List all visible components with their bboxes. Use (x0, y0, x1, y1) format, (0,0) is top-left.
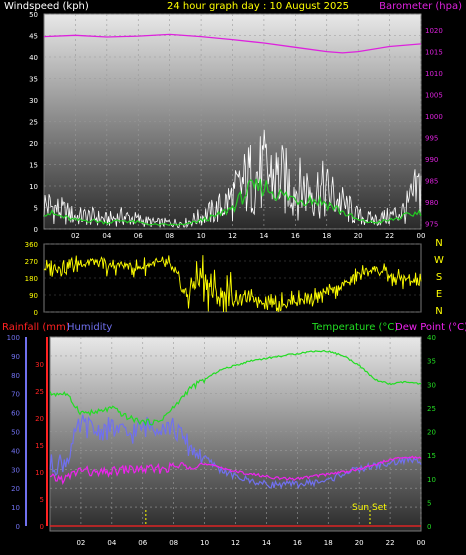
graph-title: 24 hour graph day : 10 August 2025 (167, 1, 349, 12)
wind-y-tick: 5 (34, 205, 38, 213)
temperature-y-tick: 40 (427, 334, 436, 342)
barometer-y-tick: 975 (425, 221, 438, 229)
wind-x-tick: 00 (417, 232, 426, 240)
humidity-y-tick: 70 (11, 391, 20, 399)
direction-y-tick: 180 (25, 275, 38, 283)
barometer-y-tick: 980 (425, 199, 438, 207)
rain-y-tick: 30 (35, 361, 44, 369)
rain-y-tick: 0 (40, 523, 44, 531)
rain-y-tick: 15 (35, 442, 44, 450)
temperature-legend: Temperature (°C) (311, 322, 398, 333)
barometer-y-tick: 995 (425, 135, 438, 143)
wind-y-tick: 25 (29, 119, 38, 127)
wind-x-tick: 20 (354, 232, 363, 240)
direction-y-tick: 270 (25, 258, 38, 266)
wind-y-tick: 0 (34, 226, 38, 234)
wind-x-tick: 18 (322, 232, 331, 240)
climate-x-tick: 08 (169, 539, 178, 547)
barometer-axis-title: Barometer (hpa) (379, 1, 462, 12)
climate-x-tick: 04 (107, 539, 116, 547)
dewpoint-legend: Dew Point (°C) (395, 322, 466, 333)
rain-legend: Rainfall (mm) (2, 322, 70, 333)
humidity-y-tick: 80 (11, 372, 20, 380)
climate-x-tick: 22 (386, 539, 395, 547)
dewpoint-line (49, 455, 422, 485)
temperature-y-tick: 25 (427, 405, 436, 413)
wind-x-tick: 16 (291, 232, 300, 240)
humidity-y-tick: 90 (11, 353, 20, 361)
rain-y-tick: 25 (35, 388, 44, 396)
wind-x-tick: 22 (385, 232, 394, 240)
windspeed-line (43, 129, 422, 229)
humidity-y-tick: 100 (7, 334, 20, 342)
temperature-y-tick: 5 (427, 499, 431, 507)
climate-x-tick: 18 (324, 539, 333, 547)
wind-y-tick: 15 (29, 162, 38, 170)
wind-x-tick: 06 (134, 232, 143, 240)
wind-y-tick: 20 (29, 140, 38, 148)
humidity-y-tick: 20 (11, 485, 20, 493)
wind-x-tick: 10 (197, 232, 206, 240)
wind-y-tick: 30 (29, 97, 38, 105)
climate-x-tick: 20 (355, 539, 364, 547)
windspeed-average-line (44, 178, 422, 226)
compass-label: W (434, 255, 444, 266)
direction-y-tick: 360 (25, 241, 38, 249)
temperature-y-tick: 20 (427, 429, 436, 437)
climate-x-tick: 16 (293, 539, 302, 547)
humidity-y-tick: 10 (11, 504, 20, 512)
temperature-y-tick: 0 (427, 523, 431, 531)
rain-y-tick: 20 (35, 415, 44, 423)
barometer-y-tick: 1000 (425, 113, 443, 121)
compass-label: N (435, 306, 442, 317)
wind-x-tick: 12 (228, 232, 237, 240)
wind-x-tick: 08 (165, 232, 174, 240)
humidity-y-tick: 30 (11, 466, 20, 474)
barometer-y-tick: 1015 (425, 49, 443, 57)
climate-x-tick: 02 (76, 539, 85, 547)
wind-y-tick: 40 (29, 54, 38, 62)
wind-x-tick: 04 (102, 232, 111, 240)
climate-x-tick: 12 (231, 539, 240, 547)
barometer-y-tick: 1020 (425, 27, 443, 35)
barometer-y-tick: 990 (425, 156, 438, 164)
direction-y-tick: 90 (29, 292, 38, 300)
wind-direction-line (43, 255, 422, 313)
rain-y-tick: 5 (40, 496, 44, 504)
temperature-y-tick: 10 (427, 476, 436, 484)
sunset-label: Sun Set (352, 503, 387, 513)
direction-y-tick: 0 (34, 309, 38, 317)
humidity-y-tick: 60 (11, 410, 20, 418)
compass-label: E (436, 289, 442, 300)
wind-axis-title: Windspeed (kph) (4, 1, 89, 12)
wind-y-tick: 10 (29, 183, 38, 191)
wind-x-tick: 02 (71, 232, 80, 240)
climate-x-tick: 10 (200, 539, 209, 547)
wind-x-tick: 14 (259, 232, 268, 240)
humidity-y-tick: 50 (11, 429, 20, 437)
wind-y-tick: 45 (29, 33, 38, 41)
rain-y-tick: 10 (35, 469, 44, 477)
climate-x-tick: 14 (262, 539, 271, 547)
compass-label: S (436, 272, 442, 283)
temperature-y-tick: 35 (427, 358, 436, 366)
temperature-line (49, 349, 422, 427)
barometer-y-tick: 985 (425, 178, 438, 186)
temperature-y-tick: 15 (427, 452, 436, 460)
humidity-line (49, 414, 422, 490)
barometer-y-tick: 1010 (425, 70, 443, 78)
humidity-y-tick: 40 (11, 447, 20, 455)
barometer-line (43, 33, 422, 54)
humidity-legend: Humidity (67, 322, 112, 333)
temperature-y-tick: 30 (427, 381, 436, 389)
climate-x-tick: 06 (138, 539, 147, 547)
wind-y-tick: 50 (29, 11, 38, 19)
humidity-y-tick: 0 (16, 523, 20, 531)
barometer-y-tick: 1005 (425, 92, 443, 100)
climate-x-tick: 00 (417, 539, 426, 547)
wind-y-tick: 35 (29, 76, 38, 84)
compass-label: N (435, 238, 442, 249)
